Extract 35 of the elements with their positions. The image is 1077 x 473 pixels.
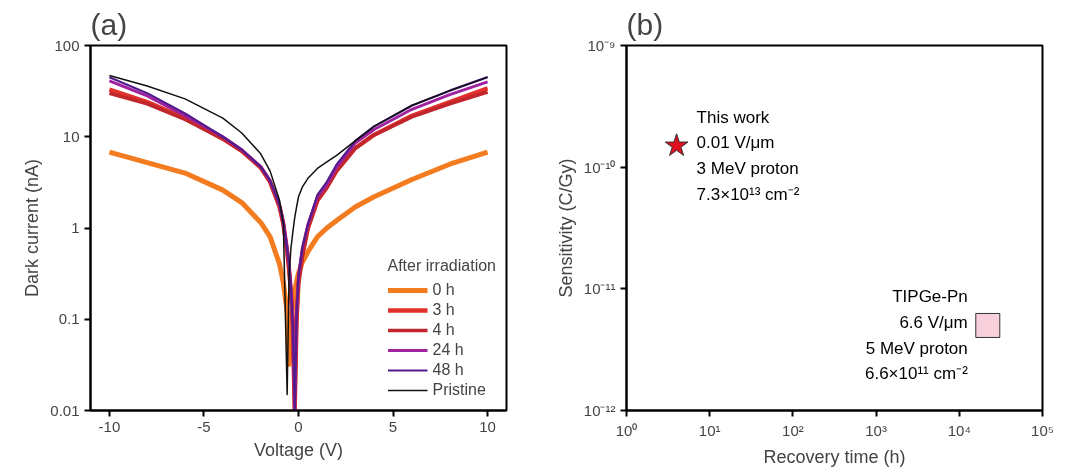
y-tick-label: 10⁻⁹ [587,37,616,54]
y-tick-label: 1 [71,219,80,236]
x-axis-title: Recovery time (h) [763,446,906,467]
x-tick-label: 10³ [865,421,887,439]
chart-title: (b) [626,7,664,41]
y-tick-label: 0.01 [50,401,80,419]
y-tick-label: 100 [54,36,80,54]
chart-title: (a) [90,7,128,41]
legend-label: 48 h [432,361,464,379]
x-tick-label: 10⁴ [947,421,971,439]
x-tick-label: -10 [98,417,121,435]
x-tick-label: 10² [782,421,804,439]
x-tick-label: 10⁰ [615,421,638,439]
legend-title: After irradiation [387,257,496,275]
x-tick-label: 10⁵ [1031,421,1054,439]
y-tick-label: 10⁻¹⁰ [583,158,616,176]
x-tick-label: 0 [294,417,303,435]
y-tick-label: 10 [62,127,80,145]
x-tick-label: 5 [388,417,398,435]
x-tick-label: 10¹ [698,421,721,439]
y-axis-title: Dark current (nA) [22,158,43,298]
y-axis-title: Sensitivity (C/Gy) [555,158,576,298]
x-tick-label: -5 [197,417,211,435]
legend-label: 3 h [432,301,455,319]
y-tick-label: 10⁻¹¹ [583,280,616,298]
legend-label: Pristine [432,381,486,399]
legend-label: 24 h [432,341,464,359]
x-tick-label: 10 [479,417,496,435]
y-tick-label: 10⁻¹² [583,402,616,419]
annotation: This work 0.01 V/μm 3 MeV proton 7.3×10¹³ cm⁻² [696,107,800,204]
legend-label: 4 h [432,321,455,339]
y-tick-label: 0.1 [58,310,80,328]
x-axis-title: Voltage (V) [253,439,344,460]
annotation: TIPGe-Pn 6.6 V/μm 5 MeV proton 6.6×10¹¹ cm⁻² [864,287,969,384]
legend-label: 0 h [432,281,455,299]
